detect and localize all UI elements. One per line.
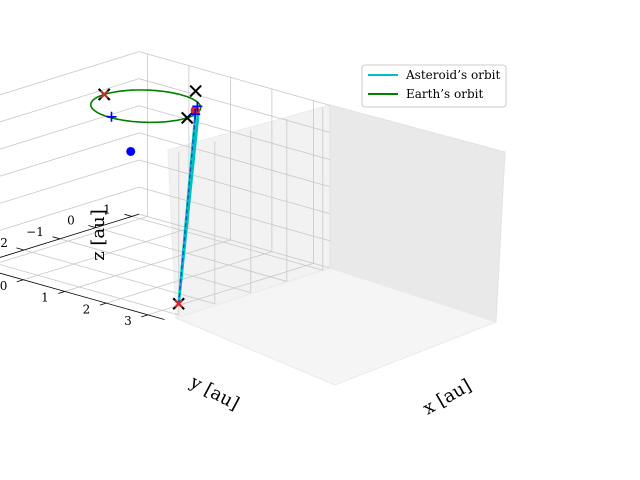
x-axis-label: x [au]	[419, 375, 475, 419]
z-grid-left	[0, 105, 140, 150]
z-grid-right	[138, 186, 331, 242]
x-tick	[141, 314, 148, 318]
x-axis-line	[0, 272, 165, 320]
x-grid-floor	[106, 251, 273, 304]
black-x-marker	[189, 84, 202, 98]
y-tick	[124, 213, 133, 217]
z-grid-left	[0, 132, 140, 177]
y-tick-label: −2	[0, 236, 8, 250]
legend-label-earth: Earth’s orbit	[406, 87, 483, 101]
z-grid-left	[0, 78, 140, 123]
y-grid-floor	[131, 216, 323, 271]
floor-pane	[174, 267, 498, 386]
y-tick-label: 0	[67, 214, 75, 228]
z-grid-right	[138, 213, 331, 269]
z-grid-right	[138, 132, 331, 188]
tick-labels: −1012310−1−2−30.050.00−0.05−0.10−0.15−0.…	[0, 202, 132, 328]
red-x-marker	[174, 299, 183, 308]
x-tick	[16, 279, 24, 283]
z-grid-right	[138, 159, 331, 215]
y-tick	[88, 225, 97, 229]
y-grid-floor	[59, 238, 251, 294]
y-tick	[16, 247, 25, 251]
y-tick	[52, 236, 61, 240]
y-grid-floor	[23, 249, 215, 305]
z-grid-right	[138, 51, 331, 106]
legend: Asteroid’s orbit Earth’s orbit	[361, 64, 507, 108]
z-grid-right	[138, 105, 331, 160]
x-tick-label: 3	[124, 314, 132, 328]
legend-label-asteroid: Asteroid’s orbit	[405, 68, 500, 82]
y-axis-line	[0, 213, 140, 258]
y-axis-label: y [au]	[186, 371, 243, 415]
z-axis-label: z [au]	[88, 209, 109, 261]
x-tick	[99, 302, 107, 306]
x-grid-floor	[0, 216, 148, 263]
blue-plus-marker	[190, 109, 201, 120]
y-grid-floor	[95, 227, 287, 282]
axes-lines	[0, 213, 165, 320]
y-tick-label: −1	[26, 225, 44, 239]
x-grid-floor	[23, 227, 190, 281]
red-x-marker	[99, 90, 109, 99]
x-tick-label: 0	[0, 279, 7, 293]
x-tick	[58, 291, 65, 294]
tick-marks	[16, 213, 148, 318]
blue-plus-marker	[106, 111, 117, 122]
y-grid-floor	[0, 264, 179, 316]
z-grid-right	[138, 78, 331, 133]
y-tick-label: 1	[103, 202, 111, 216]
z-grid-left	[0, 51, 140, 96]
blue-plus-marker	[192, 101, 203, 112]
x-tick-label: 1	[41, 291, 49, 305]
z-grid-left	[0, 186, 140, 231]
axes-panes	[167, 104, 506, 386]
z-grid-left	[0, 159, 140, 204]
x-grid-floor	[64, 239, 231, 292]
orbit-markers	[97, 84, 203, 310]
blue-circle-marker	[126, 146, 136, 156]
x-tick-label: 2	[83, 302, 91, 316]
grid-lines	[0, 51, 331, 316]
